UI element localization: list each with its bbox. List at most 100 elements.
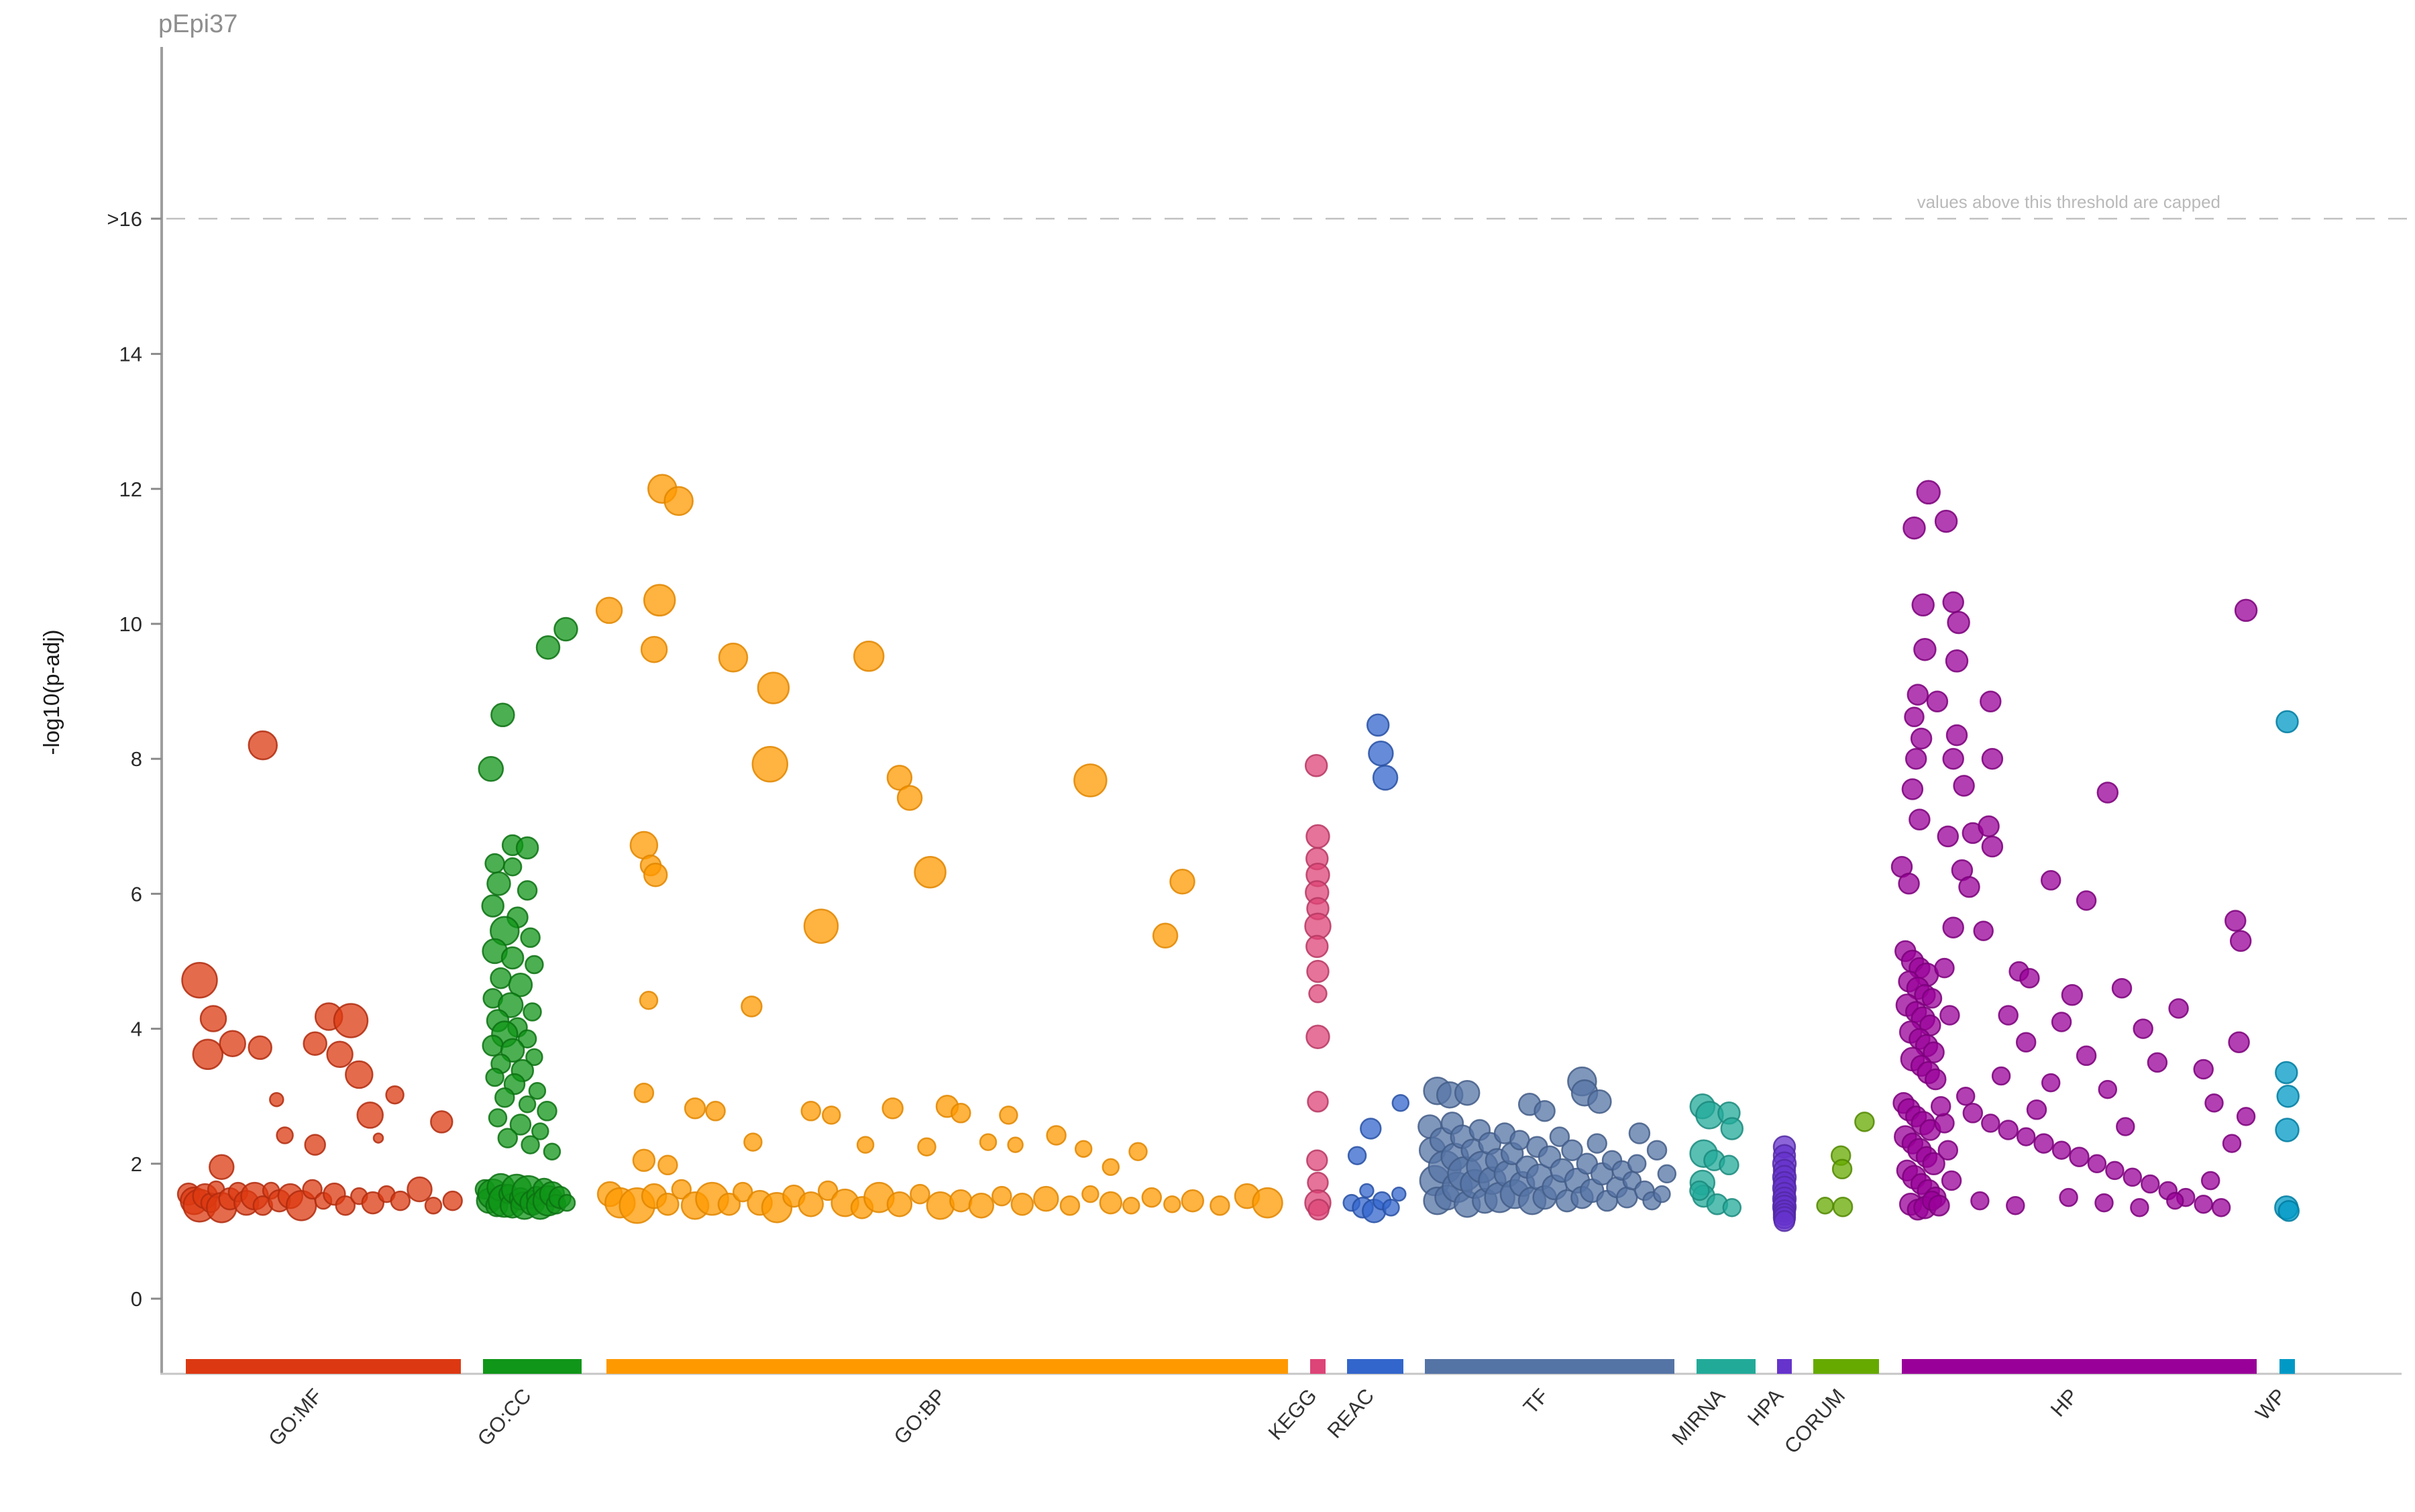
data-point-hp[interactable] (1922, 1152, 1945, 1176)
data-point-gobp[interactable] (1073, 763, 1108, 798)
data-point-reac[interactable] (1391, 1094, 1410, 1112)
data-point-gobp[interactable] (718, 643, 749, 673)
data-point-gobp[interactable] (886, 1191, 913, 1218)
data-point-gobp[interactable] (640, 635, 668, 663)
data-point-hp[interactable] (2051, 1012, 2072, 1032)
data-point-mirna[interactable] (1722, 1197, 1742, 1218)
data-point-gobp[interactable] (917, 1137, 936, 1156)
data-point-gocc[interactable] (500, 946, 525, 970)
data-point-hp[interactable] (1981, 835, 2004, 858)
data-point-tf[interactable] (1587, 1089, 1612, 1114)
data-point-gobp[interactable] (656, 1192, 680, 1216)
data-point-hp[interactable] (2234, 598, 2258, 623)
data-point-gocc[interactable] (525, 955, 544, 975)
data-point-mirna[interactable] (1689, 1180, 1710, 1201)
data-point-hp[interactable] (1898, 873, 1920, 895)
data-point-gomf[interactable] (248, 730, 278, 761)
data-point-tf[interactable] (1534, 1100, 1556, 1122)
data-point-kegg[interactable] (1308, 984, 1328, 1004)
data-point-gobp[interactable] (717, 1192, 741, 1216)
data-point-hp[interactable] (2123, 1167, 2143, 1187)
data-point-gomf[interactable] (335, 1195, 356, 1216)
data-point-kegg[interactable] (1307, 1198, 1330, 1221)
data-point-gobp[interactable] (991, 1185, 1012, 1207)
data-point-hp[interactable] (2222, 1134, 2242, 1153)
data-point-tf[interactable] (1627, 1154, 1647, 1174)
data-point-hp[interactable] (2166, 1191, 2184, 1210)
data-point-gobp[interactable] (968, 1192, 995, 1219)
data-point-gocc[interactable] (537, 1101, 557, 1122)
data-point-gobp[interactable] (951, 1103, 971, 1124)
data-point-hp[interactable] (2224, 910, 2247, 932)
data-point-kegg[interactable] (1307, 1090, 1329, 1113)
data-point-hp[interactable] (1934, 509, 1958, 533)
data-point-gocc[interactable] (481, 894, 504, 918)
data-point-gomf[interactable] (219, 1030, 246, 1057)
data-point-hp[interactable] (2204, 1093, 2224, 1113)
data-point-hp[interactable] (2061, 984, 2084, 1006)
data-point-hp[interactable] (1941, 1170, 1962, 1191)
data-point-gobp[interactable] (800, 1101, 822, 1122)
data-point-gocc[interactable] (553, 616, 578, 642)
data-point-hp[interactable] (1934, 1113, 1955, 1134)
data-point-reac[interactable] (1382, 1198, 1400, 1217)
data-point-gocc[interactable] (485, 1067, 504, 1087)
data-point-wp[interactable] (2276, 1084, 2300, 1108)
data-point-gomf[interactable] (304, 1134, 326, 1156)
data-point-hp[interactable] (1998, 1120, 2019, 1140)
data-point-hp[interactable] (1909, 808, 1931, 830)
data-point-hp[interactable] (1947, 610, 1970, 635)
data-point-tf[interactable] (1561, 1139, 1583, 1161)
data-point-gobp[interactable] (1252, 1187, 1283, 1219)
data-point-gocc[interactable] (508, 972, 533, 997)
data-point-hp[interactable] (2194, 1194, 2213, 1214)
data-point-gobp[interactable] (949, 1189, 973, 1213)
data-point-gobp[interactable] (751, 745, 789, 783)
data-point-gobp[interactable] (643, 862, 668, 887)
data-point-gobp[interactable] (856, 1136, 875, 1154)
data-point-reac[interactable] (1372, 765, 1399, 791)
data-point-hpa[interactable] (1773, 1210, 1796, 1232)
data-point-gocc[interactable] (517, 880, 538, 901)
data-point-gobp[interactable] (643, 584, 676, 617)
data-point-kegg[interactable] (1304, 754, 1328, 777)
data-point-gomf[interactable] (209, 1154, 235, 1181)
data-point-gocc[interactable] (535, 635, 561, 660)
data-point-hp[interactable] (2116, 1117, 2135, 1136)
data-point-gobp[interactable] (1163, 1195, 1181, 1213)
data-point-reac[interactable] (1359, 1183, 1375, 1199)
data-point-reac[interactable] (1366, 713, 1390, 737)
data-point-hp[interactable] (1926, 690, 1949, 712)
data-point-gomf[interactable] (442, 1190, 463, 1211)
data-point-gocc[interactable] (543, 1142, 561, 1160)
data-point-hp[interactable] (1930, 1096, 1951, 1117)
data-point-gocc[interactable] (497, 992, 524, 1018)
data-point-gobp[interactable] (1122, 1196, 1140, 1215)
data-point-gocc[interactable] (490, 702, 515, 728)
data-point-gomf[interactable] (303, 1031, 327, 1056)
data-point-gomf[interactable] (430, 1110, 453, 1134)
data-point-gobp[interactable] (1141, 1187, 1163, 1208)
data-point-gobp[interactable] (657, 1154, 678, 1176)
data-point-hp[interactable] (2059, 1187, 2078, 1207)
data-point-hp[interactable] (2133, 1018, 2153, 1039)
data-point-reac[interactable] (1391, 1186, 1407, 1202)
data-point-kegg[interactable] (1306, 1149, 1328, 1172)
data-point-gobp[interactable] (632, 1148, 656, 1173)
data-point-hp[interactable] (2076, 890, 2097, 911)
data-point-mirna[interactable] (1720, 1117, 1744, 1140)
data-point-hp[interactable] (1973, 920, 1994, 941)
scatter-points[interactable] (176, 474, 2300, 1232)
data-point-kegg[interactable] (1306, 959, 1330, 983)
data-point-hp[interactable] (2111, 977, 2133, 999)
data-point-gocc[interactable] (557, 1193, 576, 1212)
data-point-gomf[interactable] (356, 1101, 384, 1129)
data-point-gobp[interactable] (705, 1101, 726, 1122)
data-point-gobp[interactable] (910, 1183, 930, 1205)
data-point-gobp[interactable] (999, 1105, 1018, 1125)
data-point-hp[interactable] (2147, 1052, 2168, 1073)
data-point-gobp[interactable] (1128, 1142, 1148, 1161)
data-point-gomf[interactable] (302, 1179, 323, 1200)
data-point-gomf[interactable] (276, 1126, 294, 1144)
data-point-reac[interactable] (1347, 1146, 1367, 1165)
